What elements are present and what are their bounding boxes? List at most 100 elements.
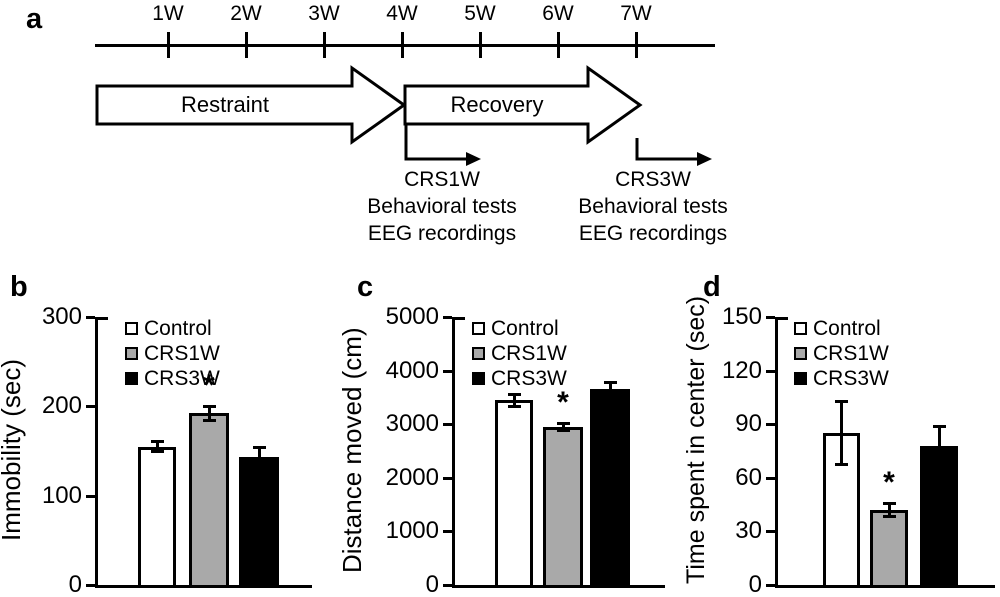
error-cap-top	[507, 392, 521, 396]
y-tick-label: 90	[735, 410, 762, 438]
panel-b-plot: Immobility (sec) 0 100 200 300 * Control CRS1W…	[0, 270, 333, 597]
week-tick	[244, 32, 248, 58]
week-label: 2W	[230, 2, 262, 25]
error-bar	[561, 422, 565, 432]
week-label: 6W	[542, 2, 574, 25]
panel-b-ylabel: Immobility (sec)	[0, 359, 26, 542]
y-tick	[766, 423, 775, 427]
error-cap-top	[603, 381, 617, 385]
panel-d-plot: Time spent in center (sec) 0 30 60 90 120 150…	[666, 270, 1000, 597]
error-cap-bottom	[603, 394, 617, 398]
y-tick	[86, 405, 95, 409]
error-bar	[257, 447, 261, 468]
legend-swatch-control	[794, 322, 807, 335]
timeline-axis	[95, 44, 715, 47]
legend-label-control: Control	[144, 317, 212, 340]
error-bar	[937, 425, 941, 466]
error-cap-top	[834, 399, 848, 403]
y-tick	[443, 423, 452, 427]
legend-label-control: Control	[813, 317, 881, 340]
bar-crs1w	[189, 413, 229, 588]
legend-swatch-crs3w	[794, 372, 807, 385]
legend-swatch-control	[125, 322, 138, 335]
y-tick	[443, 369, 452, 373]
y-tick-label: 0	[425, 571, 439, 597]
y-tick	[766, 476, 775, 480]
bar-control	[495, 400, 533, 588]
y-tick-label: 60	[735, 463, 762, 491]
y-tick-label: 100	[41, 481, 82, 509]
error-cap-bottom	[252, 465, 266, 469]
legend-label-crs1w: CRS1W	[813, 342, 889, 365]
panel-d-label: d	[703, 271, 721, 303]
panel-a-timeline: 1W 2W 3W 4W 5W 6W 7W Restraint Recovery CRS1W …	[0, 0, 1000, 270]
error-bar	[155, 441, 159, 452]
y-tick-label: 150	[721, 303, 762, 330]
error-cap-bottom	[556, 429, 570, 433]
legend-swatch-control	[472, 322, 485, 335]
y-tick-label: 200	[41, 392, 82, 420]
week-label: 4W	[386, 2, 418, 25]
y-tick	[766, 316, 775, 319]
y-tick-label: 1000	[385, 517, 439, 545]
y-tick-label: 3000	[385, 410, 439, 438]
error-cap-top	[202, 405, 216, 409]
event-crs1w: CRS1W Behavioral tests EEG recordings	[347, 166, 537, 247]
phase-recovery-label: Recovery	[450, 92, 544, 117]
crs1w-arrowhead-icon	[466, 152, 481, 166]
legend-label-crs3w: CRS3W	[144, 367, 220, 390]
y-tick	[766, 584, 775, 587]
bar-crs1w	[870, 509, 908, 588]
week-label: 7W	[620, 2, 652, 25]
bar-control	[138, 446, 176, 588]
y-tick-label: 120	[721, 356, 762, 384]
legend-label-crs1w: CRS1W	[144, 342, 220, 365]
error-cap-bottom	[202, 418, 216, 422]
crs1w-connector	[404, 124, 467, 161]
event-crs3w-title: CRS3W	[615, 168, 691, 191]
timeline-arrows	[95, 65, 712, 166]
error-cap-bottom	[932, 463, 946, 467]
panel-c-ylabel: Distance moved (cm)	[337, 327, 367, 573]
error-cap-bottom	[507, 404, 521, 408]
y-tick-label: 0	[68, 571, 82, 597]
error-bar	[839, 400, 843, 466]
significance-asterisk: *	[883, 465, 895, 499]
y-tick-label: 300	[41, 303, 82, 330]
y-axis-top-cap	[452, 317, 465, 320]
significance-asterisk: *	[203, 369, 215, 403]
error-cap-bottom	[882, 515, 896, 519]
legend-swatch-crs1w	[125, 347, 138, 360]
bar-crs3w	[920, 445, 958, 588]
legend-label-crs3w: CRS3W	[813, 367, 889, 390]
recovery-arrow	[403, 65, 643, 145]
y-tick	[443, 530, 452, 534]
error-cap-top	[882, 501, 896, 505]
y-axis-top-cap	[775, 317, 788, 320]
error-cap-bottom	[150, 449, 164, 453]
week-tick	[478, 32, 482, 58]
y-tick	[86, 494, 95, 498]
error-cap-top	[932, 424, 946, 428]
crs3w-connector	[635, 138, 698, 161]
week-tick	[322, 32, 326, 58]
event-crs1w-title: CRS1W	[404, 168, 480, 191]
legend-swatch-crs3w	[472, 372, 485, 385]
week-tick	[634, 32, 638, 58]
legend-label-crs1w: CRS1W	[491, 342, 567, 365]
error-cap-top	[150, 440, 164, 444]
y-tick	[443, 316, 452, 319]
bar-crs3w	[590, 389, 630, 588]
y-tick	[766, 369, 775, 373]
legend-swatch-crs3w	[125, 372, 138, 385]
event-crs3w-line1: Behavioral tests	[578, 195, 728, 218]
y-tick	[86, 316, 95, 319]
error-bar	[207, 406, 211, 421]
y-tick-label: 2000	[385, 463, 439, 491]
error-cap-bottom	[834, 463, 848, 467]
panel-c-label: c	[357, 271, 374, 303]
event-crs3w: CRS3W Behavioral tests EEG recordings	[558, 166, 748, 247]
y-axis	[775, 317, 778, 588]
y-tick	[86, 584, 95, 587]
week-tick	[166, 32, 170, 58]
